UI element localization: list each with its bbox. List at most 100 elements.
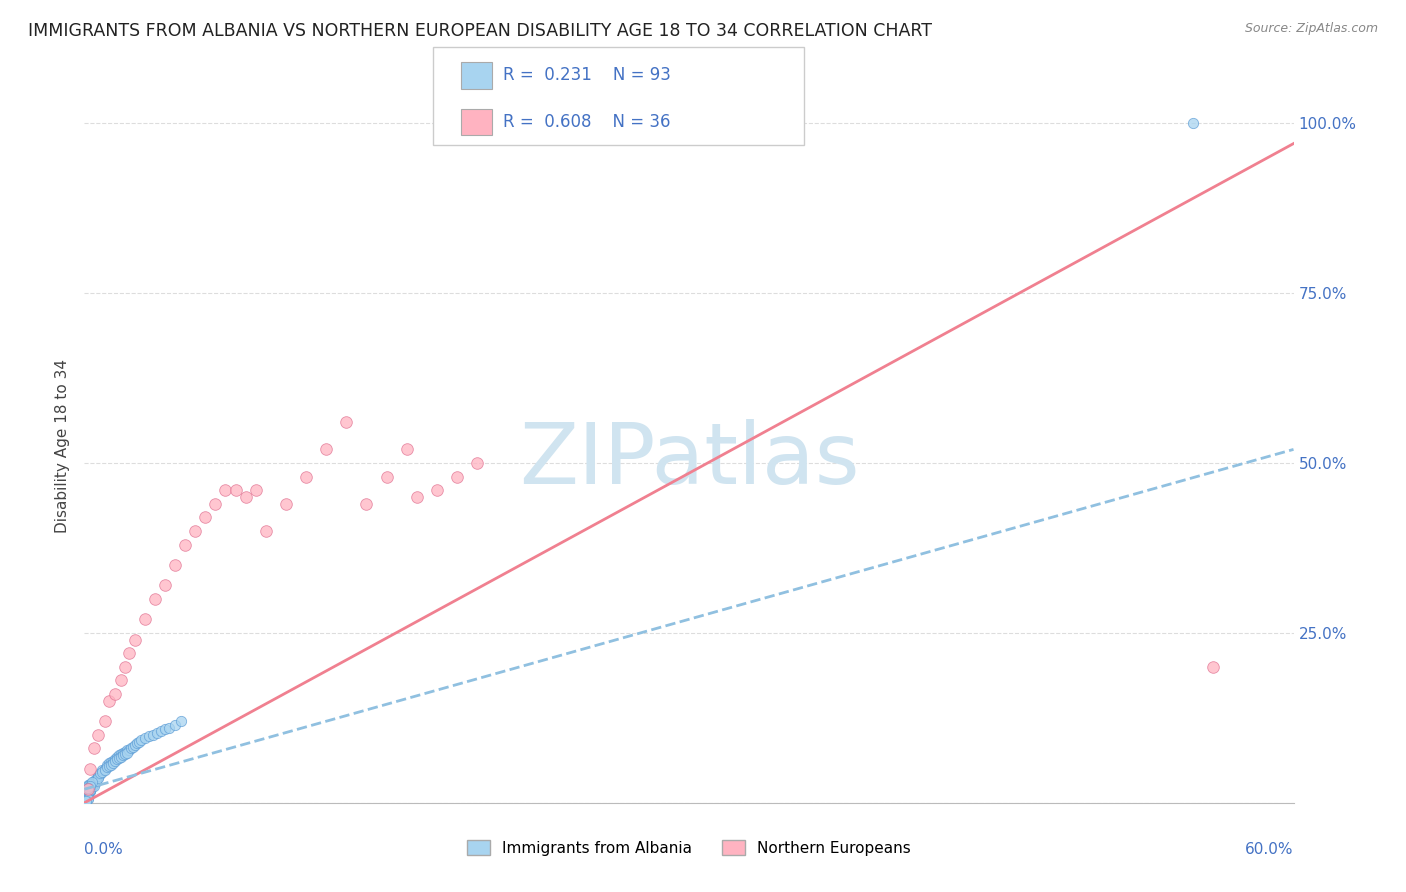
Point: [89, 765, 111, 780]
Point: [75, 790, 97, 805]
Point: [153, 578, 176, 592]
Point: [75, 789, 97, 803]
Point: [86, 774, 108, 789]
Point: [83, 775, 105, 789]
Text: 0.0%: 0.0%: [84, 842, 124, 857]
Point: [104, 751, 127, 765]
Point: [120, 741, 142, 756]
Point: [82, 779, 104, 793]
Point: [79, 782, 101, 797]
Point: [97, 759, 120, 773]
Point: [91, 763, 114, 777]
Text: R =  0.608    N = 36: R = 0.608 N = 36: [503, 113, 671, 131]
Text: ZIPatlas: ZIPatlas: [519, 418, 859, 502]
Point: [77, 786, 100, 800]
Point: [100, 755, 122, 769]
Point: [87, 728, 110, 742]
Point: [105, 749, 128, 764]
Point: [1181, 116, 1204, 130]
Point: [114, 747, 136, 761]
Point: [83, 741, 105, 756]
Point: [125, 736, 148, 750]
Point: [104, 754, 127, 768]
Point: [79, 779, 101, 793]
Point: [115, 743, 138, 757]
Point: [142, 728, 165, 742]
Point: [114, 745, 136, 759]
Point: [118, 646, 141, 660]
Point: [315, 442, 337, 457]
Point: [77, 785, 100, 799]
Point: [77, 789, 100, 803]
Point: [105, 752, 128, 766]
Point: [134, 731, 156, 746]
Point: [110, 747, 132, 761]
Point: [77, 791, 100, 805]
Point: [77, 780, 100, 794]
Point: [254, 524, 277, 538]
Point: [204, 497, 226, 511]
Legend: Immigrants from Albania, Northern Europeans: Immigrants from Albania, Northern Europe…: [467, 840, 911, 855]
Point: [75, 792, 97, 806]
Point: [79, 762, 101, 776]
Point: [153, 723, 176, 737]
Point: [86, 772, 108, 786]
Point: [83, 774, 105, 789]
Point: [89, 767, 111, 781]
Point: [75, 789, 97, 803]
Point: [143, 591, 166, 606]
Point: [75, 789, 97, 804]
Point: [100, 757, 122, 772]
Point: [96, 760, 118, 774]
Point: [76, 788, 98, 802]
Point: [97, 756, 120, 771]
Text: 60.0%: 60.0%: [1246, 842, 1294, 857]
Text: R =  0.231    N = 93: R = 0.231 N = 93: [503, 66, 671, 84]
Point: [83, 779, 105, 793]
Point: [77, 786, 100, 800]
Point: [121, 740, 143, 755]
Point: [129, 733, 152, 747]
Text: Source: ZipAtlas.com: Source: ZipAtlas.com: [1244, 22, 1378, 36]
Point: [110, 749, 132, 764]
Point: [77, 778, 100, 792]
Point: [75, 791, 97, 805]
Point: [87, 772, 110, 786]
Point: [82, 777, 104, 791]
Point: [97, 694, 120, 708]
Point: [79, 784, 101, 798]
Point: [128, 734, 150, 748]
Point: [107, 751, 129, 765]
Point: [235, 490, 257, 504]
Point: [406, 490, 429, 504]
Point: [96, 758, 118, 772]
Text: IMMIGRANTS FROM ALBANIA VS NORTHERN EUROPEAN DISABILITY AGE 18 TO 34 CORRELATION: IMMIGRANTS FROM ALBANIA VS NORTHERN EURO…: [28, 22, 932, 40]
Point: [75, 793, 97, 807]
Point: [174, 537, 197, 551]
Point: [77, 782, 100, 797]
Point: [149, 724, 172, 739]
Point: [134, 612, 156, 626]
Point: [214, 483, 236, 498]
Point: [75, 794, 97, 808]
Point: [75, 791, 97, 805]
Point: [104, 687, 127, 701]
Point: [93, 762, 115, 776]
Point: [101, 754, 124, 768]
Point: [395, 442, 418, 457]
Point: [79, 777, 101, 791]
Point: [138, 729, 160, 743]
Point: [165, 558, 187, 572]
Point: [114, 660, 136, 674]
Point: [75, 792, 97, 806]
Point: [274, 497, 297, 511]
Point: [146, 726, 169, 740]
Point: [157, 721, 180, 735]
Point: [101, 756, 124, 771]
Point: [467, 456, 489, 470]
Point: [118, 743, 141, 757]
Point: [295, 469, 318, 483]
Point: [77, 787, 100, 801]
Point: [170, 714, 193, 729]
Point: [245, 483, 267, 498]
